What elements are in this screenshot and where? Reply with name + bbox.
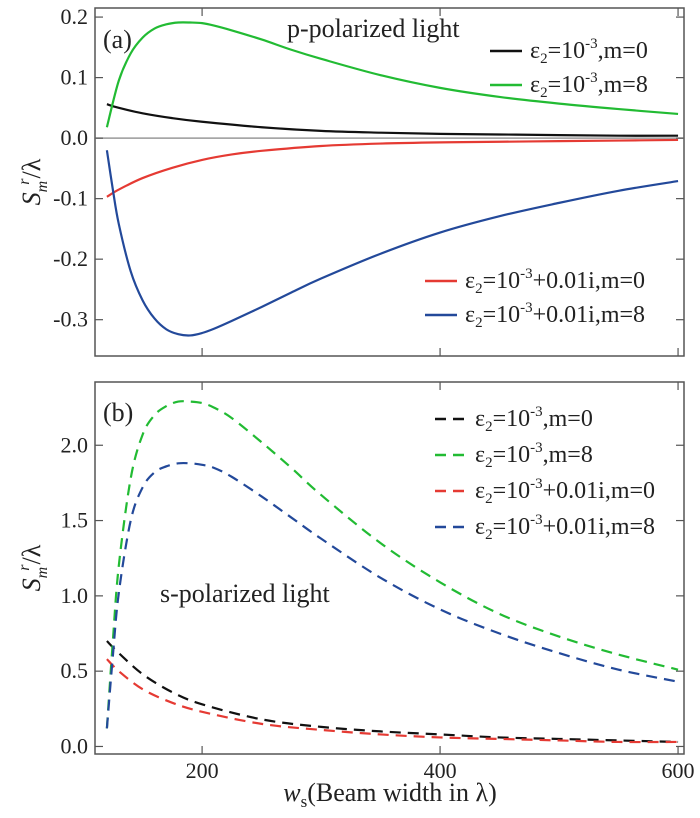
series-line-a_blue <box>105 150 679 337</box>
y-tick-label: -0.2 <box>53 246 88 271</box>
legend-label: ε2=10-3,m=0 <box>530 36 648 67</box>
panel-a-label: (a) <box>103 25 132 54</box>
legend-label: ε2=10-3+0.01i,m=0 <box>465 266 645 297</box>
panel-b-label: (b) <box>103 398 133 427</box>
x-axis-label: ws(Beam width in λ) <box>283 778 496 811</box>
y-tick-label: 0.0 <box>61 733 89 758</box>
series-line-b_black <box>106 640 679 744</box>
x-tick-label: 600 <box>662 758 695 783</box>
y-tick-label: 0.0 <box>61 125 89 150</box>
legend-label: ε2=10-3+0.01i,m=8 <box>465 300 645 331</box>
legend-label: ε2=10-3,m=8 <box>530 70 648 101</box>
panel-b-legend: ε2=10-3,m=0 ε2=10-3,m=8 ε2=10-3+0.01i,m=0 ε… <box>435 404 655 543</box>
y-tick-label: -0.1 <box>53 186 88 211</box>
legend-entry-a_green: ε2=10-3,m=8 <box>490 70 648 101</box>
panel-b-series <box>105 400 679 744</box>
panel-a: -0.3 -0.2 -0.1 0.0 0.1 0.2 (a) p-polarized li… <box>53 4 685 357</box>
panel-b-frame <box>94 381 685 755</box>
svg-text:Smr/λ: Smr/λ <box>16 158 51 205</box>
svg-text:Smr/λ: Smr/λ <box>16 544 51 591</box>
series-line-a_red <box>106 138 679 198</box>
y-tick-label: 0.1 <box>61 65 89 90</box>
legend-entry-b_green: ε2=10-3,m=8 <box>435 440 593 471</box>
series-line-a_green <box>105 21 679 128</box>
legend-entry-b_red: ε2=10-3+0.01i,m=0 <box>435 476 655 507</box>
legend-entry-a_blue: ε2=10-3+0.01i,m=8 <box>425 300 645 331</box>
panel-a-frame <box>94 7 685 357</box>
y-tick-label: 1.0 <box>61 583 89 608</box>
y-tick-label: 1.5 <box>61 508 89 533</box>
x-tick-label: 200 <box>186 758 219 783</box>
panel-a-series <box>105 21 679 337</box>
legend-label: ε2=10-3,m=0 <box>475 404 593 435</box>
legend-label: ε2=10-3,m=8 <box>475 440 593 471</box>
legend-entry-b_black: ε2=10-3,m=0 <box>435 404 593 435</box>
series-line-a_black <box>106 103 679 137</box>
legend-entry-a_red: ε2=10-3+0.01i,m=0 <box>425 266 645 297</box>
y-tick-label: -0.3 <box>53 307 88 332</box>
legend-label: ε2=10-3+0.01i,m=8 <box>475 512 655 543</box>
x-tick-label: 400 <box>424 758 457 783</box>
panel-b-ylabel: Smr/λ <box>16 544 51 591</box>
panel-a-annotation: p-polarized light <box>287 14 460 43</box>
legend-entry-b_blue: ε2=10-3+0.01i,m=8 <box>435 512 655 543</box>
y-tick-label: 0.2 <box>61 4 89 29</box>
panel-a-ylabel: Smr/λ <box>16 158 51 205</box>
y-tick-label: 0.5 <box>61 658 89 683</box>
panel-b-ticks: 200 400 600 0.0 0.5 1.0 1.5 2.0 <box>61 382 695 783</box>
series-line-b_blue <box>105 461 679 729</box>
series-line-b_red <box>106 658 679 744</box>
panel-b-annotation: s-polarized light <box>160 579 330 608</box>
panel-b: 200 400 600 0.0 0.5 1.0 1.5 2.0 (b) s-polarized… <box>61 381 695 783</box>
panel-a-legend: ε2=10-3,m=0ε2=10-3,m=8 ε2=10-3+0.01i,m=0ε… <box>425 36 648 331</box>
legend-label: ε2=10-3+0.01i,m=0 <box>475 476 655 507</box>
y-tick-label: 2.0 <box>61 432 89 457</box>
legend-entry-a_black: ε2=10-3,m=0 <box>490 36 648 67</box>
panel-a-ticks: -0.3 -0.2 -0.1 0.0 0.1 0.2 <box>53 4 684 356</box>
series-line-b_green <box>105 400 679 729</box>
